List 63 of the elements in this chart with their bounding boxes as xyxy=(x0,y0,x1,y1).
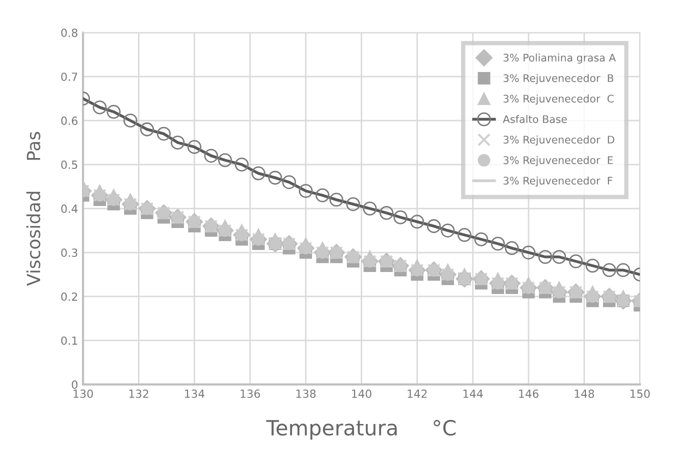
legend-label: 3% Rejuvenecedor F xyxy=(504,176,612,187)
point xyxy=(268,170,282,185)
point xyxy=(426,219,441,234)
x-tick-label: 146 xyxy=(519,390,538,398)
legend-label: 3% Rejuvenecedor B xyxy=(504,74,614,84)
point xyxy=(410,214,424,229)
point xyxy=(316,188,330,202)
point xyxy=(187,140,202,154)
point xyxy=(538,250,552,264)
legend-label: 3% Rejuvenecedor C xyxy=(504,94,614,105)
point xyxy=(204,148,218,163)
x-tick-label: 148 xyxy=(574,390,594,398)
point xyxy=(602,263,616,278)
y-axis-title: Viscosidad Pas xyxy=(26,132,40,286)
x-tick-label: 132 xyxy=(129,390,148,398)
point xyxy=(380,206,394,220)
y-tick-label: 0.3 xyxy=(61,248,78,257)
point xyxy=(106,104,121,119)
point xyxy=(282,175,296,190)
point xyxy=(92,100,107,114)
legend-label: Asfalto Base xyxy=(502,115,567,124)
point xyxy=(346,197,360,212)
x-tick-label: 134 xyxy=(185,390,204,398)
point xyxy=(251,166,266,180)
point xyxy=(218,153,232,168)
x-axis-title: Temperatura °C xyxy=(266,420,456,440)
x-tick-label: 130 xyxy=(74,390,93,398)
y-tick-label: 0.7 xyxy=(61,72,78,81)
legend-label: 3% Rejuvenecedor E xyxy=(504,156,613,166)
y-tick-label: 0 xyxy=(72,380,78,389)
y-tick-label: 0.2 xyxy=(61,292,78,301)
point xyxy=(568,254,583,268)
y-tick-label: 0.5 xyxy=(61,160,78,169)
point xyxy=(156,126,171,141)
point xyxy=(362,202,377,216)
point xyxy=(123,114,138,128)
y-tick-label: 0.6 xyxy=(61,116,78,125)
x-tick-label: 138 xyxy=(296,390,316,398)
x-tick-label: 140 xyxy=(352,390,372,398)
point xyxy=(458,228,472,242)
point xyxy=(490,236,505,251)
y-tick-label: 0.1 xyxy=(61,336,78,345)
point xyxy=(552,250,566,264)
point xyxy=(394,210,408,224)
point xyxy=(440,224,455,238)
point xyxy=(140,122,154,136)
point xyxy=(522,246,536,260)
point xyxy=(586,258,600,273)
point xyxy=(474,232,488,246)
point xyxy=(234,158,249,172)
point xyxy=(504,241,519,256)
x-tick-label: 142 xyxy=(408,390,427,398)
point xyxy=(298,184,313,198)
point xyxy=(329,192,344,207)
legend-label: 3% Rejuvenecedor D xyxy=(504,136,614,146)
x-tick-label: 136 xyxy=(240,390,260,398)
point xyxy=(170,136,185,150)
legend-label: 3% Poliamina grasa A xyxy=(504,54,616,64)
y-tick-label: 0.4 xyxy=(61,204,78,213)
y-tick-label: 0.8 xyxy=(61,28,78,37)
point xyxy=(616,263,630,278)
x-tick-label: 144 xyxy=(463,390,483,398)
x-tick-label: 150 xyxy=(630,390,650,398)
